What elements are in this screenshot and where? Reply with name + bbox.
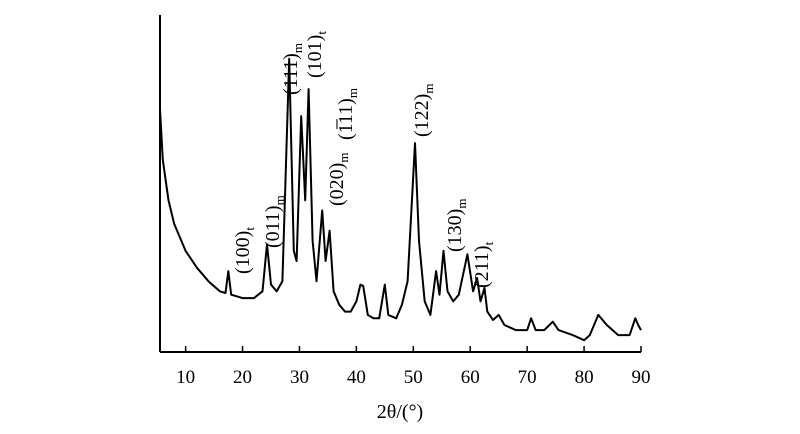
x-tick-label: 50 <box>404 367 423 388</box>
peak-label: (211)t <box>471 241 496 288</box>
x-tick-label: 70 <box>518 367 537 388</box>
peak-label: (122)m <box>411 84 436 137</box>
peak-phase: m <box>454 199 469 209</box>
peak-label: (101)t <box>304 31 329 78</box>
peak-label: (130)m <box>444 199 469 252</box>
xrd-curve <box>159 57 642 342</box>
x-tick-label: 40 <box>347 367 366 388</box>
peak-index: (211) <box>471 245 493 288</box>
peak-label: (020)m <box>326 153 351 206</box>
peak-label: (1̅11)m <box>335 88 360 140</box>
peak-phase: m <box>272 195 287 205</box>
x-tick-label: 30 <box>290 367 309 388</box>
peak-index: (101) <box>304 35 326 78</box>
peak-label: (100)t <box>232 227 257 274</box>
peak-phase: m <box>345 88 360 98</box>
peak-index: (011) <box>262 205 284 248</box>
peak-index: (1̅11) <box>335 98 357 140</box>
x-tick-label: 10 <box>176 367 195 388</box>
peak-phase: t <box>242 227 257 231</box>
peak-phase: m <box>421 84 436 94</box>
peak-label: (111)m <box>280 43 305 95</box>
peak-index: (130) <box>444 209 466 252</box>
peak-phase: t <box>481 241 496 245</box>
peak-label: (011)m <box>262 195 287 248</box>
peak-index: (020) <box>326 163 348 206</box>
x-tick-label: 60 <box>461 367 480 388</box>
peak-phase: m <box>336 153 351 163</box>
peak-index: (111) <box>280 53 302 95</box>
peak-phase: t <box>314 31 329 35</box>
peak-index: (100) <box>232 231 254 274</box>
x-axis-label: 2θ/(°) <box>377 401 423 423</box>
x-tick-label: 90 <box>632 367 651 388</box>
x-tick-label: 80 <box>575 367 594 388</box>
peak-index: (122) <box>411 94 433 137</box>
x-tick-label: 20 <box>233 367 252 388</box>
peak-phase: m <box>290 43 305 53</box>
